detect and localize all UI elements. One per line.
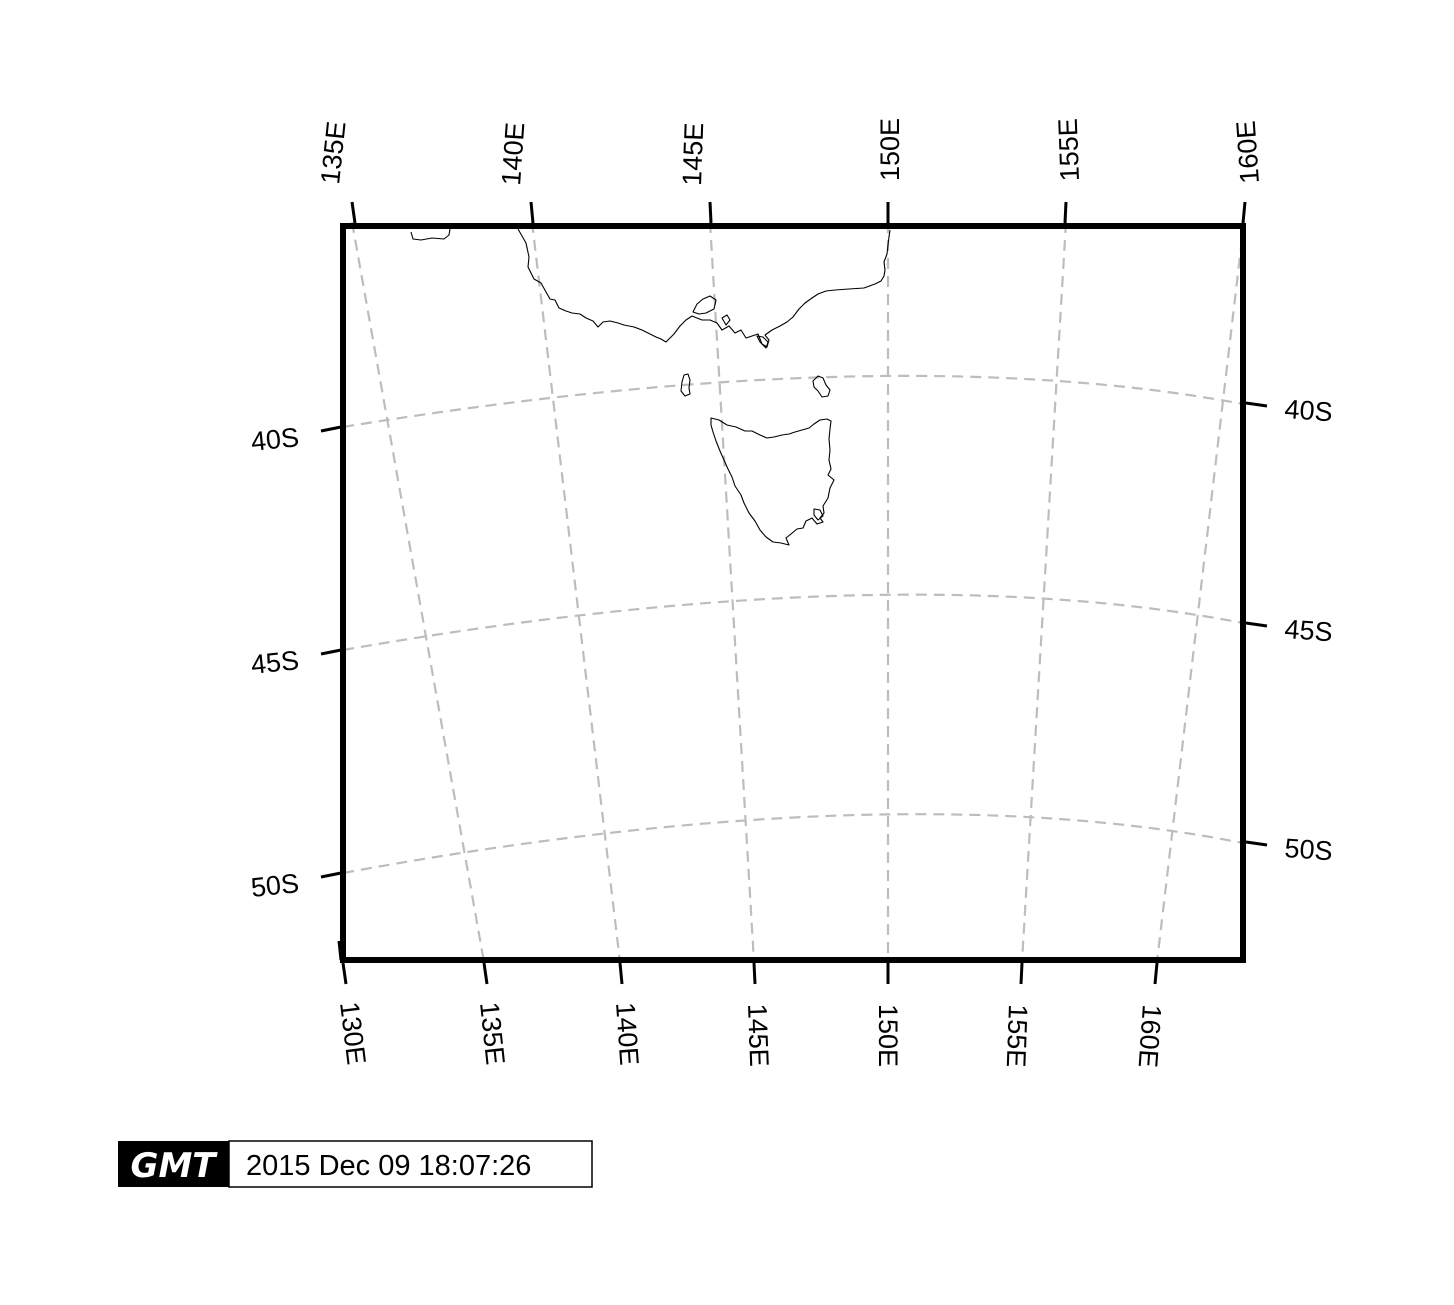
coastline-island-topleft — [410, 228, 451, 241]
right-lat-label: 45S — [1284, 614, 1334, 647]
top-longitude-labels: 135E 140E 145E 150E 155E 160E — [315, 118, 1265, 187]
frame-corner-tick — [337, 940, 343, 961]
coastlines — [410, 228, 891, 546]
graticule-parallels — [342, 374, 1244, 875]
coastline-westernport — [721, 314, 731, 326]
left-ticks — [320, 425, 342, 879]
parallel-50S — [342, 813, 1244, 875]
top-lon-label: 145E — [677, 122, 709, 186]
bottom-lon-label: 145E — [742, 1003, 774, 1067]
right-ticks — [1245, 401, 1268, 847]
top-lon-label: 160E — [1231, 120, 1265, 185]
meridian-145E — [708, 221, 756, 963]
top-lon-label: 135E — [315, 120, 351, 186]
coastline-tasman-peninsula — [813, 508, 824, 521]
gmt-timestamp: GMT 2015 Dec 09 18:07:26 — [118, 1140, 593, 1188]
timestamp-box — [228, 1140, 593, 1188]
bottom-lon-label: 140E — [610, 1001, 644, 1066]
timestamp-text: 2015 Dec 09 18:07:26 — [246, 1150, 531, 1182]
bottom-lon-label: 150E — [873, 1004, 903, 1067]
bottom-longitude-labels: 130E 135E 140E 145E 150E 155E 160E — [334, 1000, 1167, 1069]
coastline-mainland — [517, 228, 891, 348]
coastline-port-phillip — [692, 295, 717, 315]
top-ticks — [350, 201, 1247, 224]
bottom-lon-label: 155E — [1001, 1004, 1033, 1068]
coastline-king-island — [680, 373, 691, 397]
bottom-ticks — [341, 962, 1159, 985]
left-lat-label: 45S — [249, 645, 300, 680]
left-lat-label: 50S — [249, 868, 300, 903]
top-lon-label: 140E — [496, 121, 530, 186]
coastline-flinders-island — [812, 375, 831, 398]
meridian-155E — [1020, 221, 1068, 963]
right-latitude-labels: 40S 45S 50S — [1284, 394, 1334, 866]
gmt-logo-box — [118, 1141, 229, 1187]
map-frame — [340, 223, 1246, 963]
coastline-tasmania — [710, 417, 835, 546]
bottom-lon-label: 160E — [1133, 1004, 1167, 1069]
top-lon-label: 155E — [1053, 118, 1085, 182]
parallel-40S — [342, 374, 1244, 429]
meridian-135E — [350, 221, 486, 963]
graticule-meridians — [350, 221, 1246, 963]
right-lat-label: 40S — [1284, 394, 1334, 427]
gmt-logo: GMT — [131, 1146, 219, 1186]
bottom-lon-label: 130E — [334, 1000, 371, 1066]
left-latitude-labels: 40S 45S 50S — [249, 422, 300, 903]
coastline-promontory — [756, 335, 769, 349]
left-lat-label: 40S — [249, 422, 300, 457]
parallel-45S — [342, 593, 1244, 652]
bottom-lon-label: 135E — [474, 1000, 510, 1066]
top-lon-label: 150E — [875, 118, 905, 181]
right-lat-label: 50S — [1284, 833, 1334, 866]
meridian-160E — [1155, 221, 1246, 963]
meridian-140E — [530, 221, 622, 963]
